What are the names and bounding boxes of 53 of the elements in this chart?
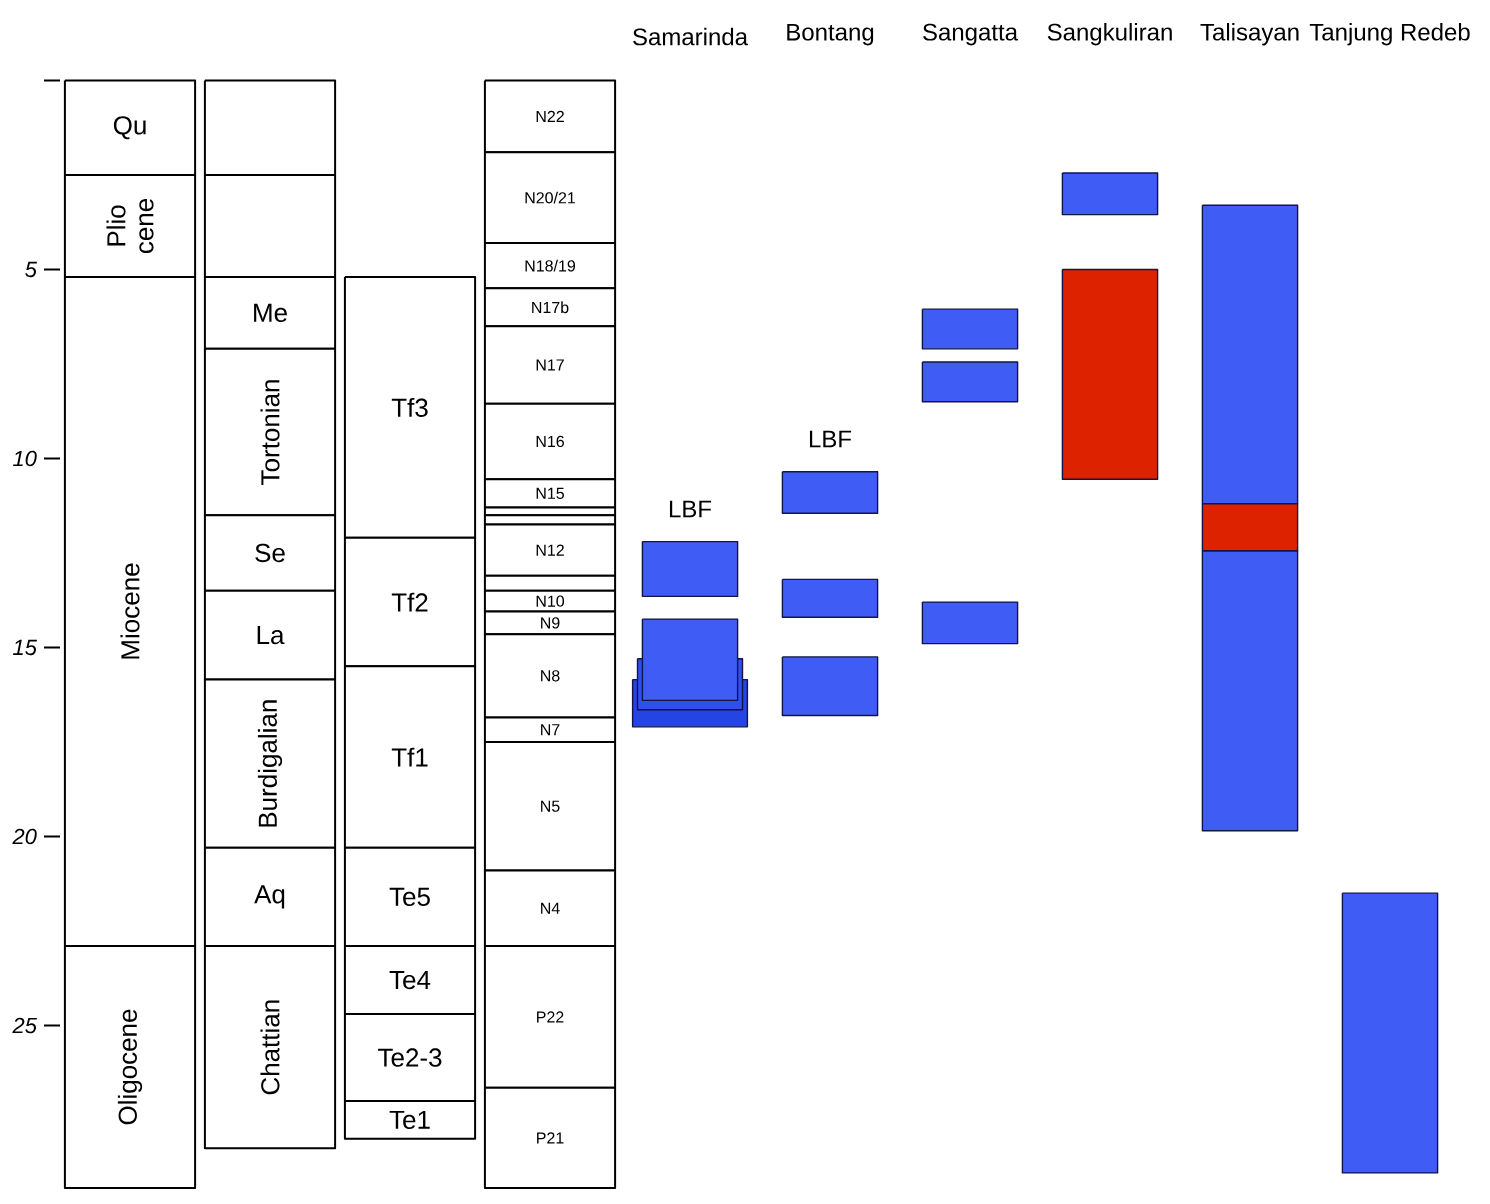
x-tick-label: Tanjung Redeb	[1309, 23, 1470, 46]
x-tick-label: Talisayan	[1200, 23, 1299, 46]
data-label: N18/19	[525, 259, 576, 272]
data-label: P22	[537, 1011, 564, 1023]
x-tick-label: Sangkuliran	[1047, 23, 1172, 46]
data-label: Burdigalian	[257, 700, 283, 827]
data-label: Qu	[113, 116, 146, 140]
data-label: Tortonian	[260, 380, 280, 485]
data-label: N9	[541, 617, 560, 629]
data-label: Te4	[389, 971, 431, 990]
data-label: Me	[254, 303, 287, 322]
data-label: Tf2	[391, 592, 428, 612]
data-label: Te2-3	[378, 1048, 442, 1067]
data-label: P21	[537, 1132, 564, 1144]
data-label: La	[257, 626, 285, 645]
annotation: LBF	[669, 500, 712, 518]
data-label: N20/21	[525, 191, 576, 204]
bar	[921, 308, 1019, 350]
data-label: N10	[536, 595, 565, 607]
y-tick-label: 10	[13, 450, 37, 467]
data-label: N15	[536, 487, 564, 499]
data-label: Aq	[254, 885, 285, 909]
bar	[1061, 172, 1159, 216]
x-tick-label: Bontang	[787, 23, 874, 46]
data-label: N17	[536, 359, 564, 371]
data-label: Chattian	[260, 1000, 280, 1095]
data-label: N7	[541, 724, 560, 736]
x-tick-label: Samarinda	[633, 27, 748, 46]
data-label: N4	[541, 902, 560, 914]
bar	[641, 540, 739, 598]
data-label: N17b	[532, 301, 569, 314]
data-label: Tf3	[391, 397, 428, 417]
data-label: N22	[536, 110, 564, 122]
y-tick-label: 5	[25, 261, 37, 278]
data-label: Se	[255, 543, 285, 563]
data-label: Miocene	[120, 563, 140, 659]
bar	[1341, 892, 1439, 1174]
annotation: LBF	[809, 430, 852, 448]
data-label: N12	[536, 544, 564, 556]
data-label: Te1	[389, 1110, 430, 1130]
data-label: Tf1	[391, 747, 428, 767]
data-label: Te5	[389, 887, 430, 906]
x-tick-label: Sangatta	[923, 23, 1019, 46]
data-label: Oligocene	[117, 1009, 143, 1125]
y-tick-label: 15	[13, 639, 37, 656]
y-tick-label: 25	[12, 1017, 37, 1034]
data-label: N16	[536, 435, 564, 448]
y-tick-label: 20	[12, 828, 37, 845]
bar	[1061, 268, 1159, 480]
data-label: N8	[541, 670, 560, 682]
bar	[781, 470, 879, 514]
data-label: N5	[541, 800, 560, 812]
data-label: Plio cene	[106, 198, 154, 254]
